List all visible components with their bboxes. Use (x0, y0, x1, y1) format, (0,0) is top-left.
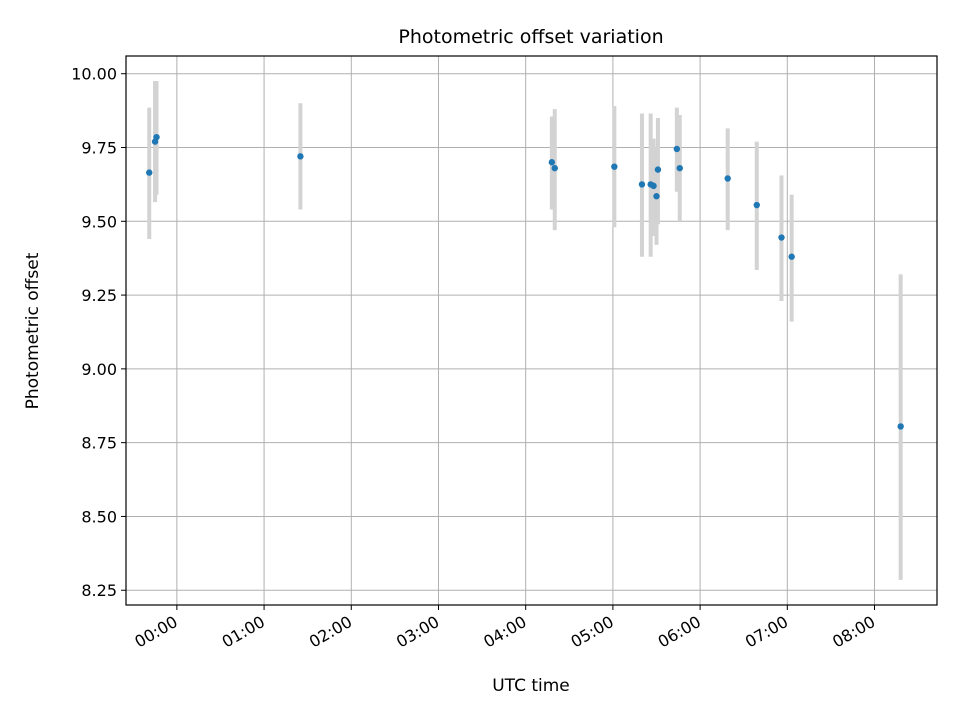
data-point (753, 201, 760, 209)
data-point (897, 423, 904, 430)
data-point (611, 163, 618, 170)
data-point (548, 159, 556, 166)
data-point (653, 193, 660, 200)
data-point (297, 153, 304, 160)
data-point (650, 182, 657, 190)
y-tick-label: 9.25 (81, 286, 117, 305)
x-axis-title: UTC time (492, 676, 570, 696)
data-point (654, 166, 662, 173)
y-tick-label: 9.00 (81, 360, 117, 379)
y-tick-label: 8.25 (81, 581, 117, 600)
data-point (146, 169, 153, 176)
data-point (724, 175, 731, 182)
data-point (153, 133, 160, 141)
data-point (551, 164, 558, 172)
chart-title: Photometric offset variation (398, 26, 663, 48)
y-tick-label: 9.75 (81, 139, 117, 158)
y-tick-label: 8.50 (81, 507, 117, 526)
data-points (146, 133, 904, 430)
data-point (638, 181, 646, 188)
y-axis-title: Photometric offset (23, 252, 43, 409)
data-point (676, 164, 683, 172)
y-tick-label: 9.50 (81, 212, 117, 231)
data-point (778, 234, 785, 241)
y-tick-label: 10.00 (71, 65, 117, 84)
data-point (788, 253, 795, 260)
data-point (673, 145, 681, 153)
plot-frame (125, 55, 938, 606)
y-axis-ticks: 8.25 8.50 8.75 9.00 9.25 9.50 9.75 10.00 (71, 65, 126, 600)
y-tick-label: 8.75 (81, 434, 117, 453)
